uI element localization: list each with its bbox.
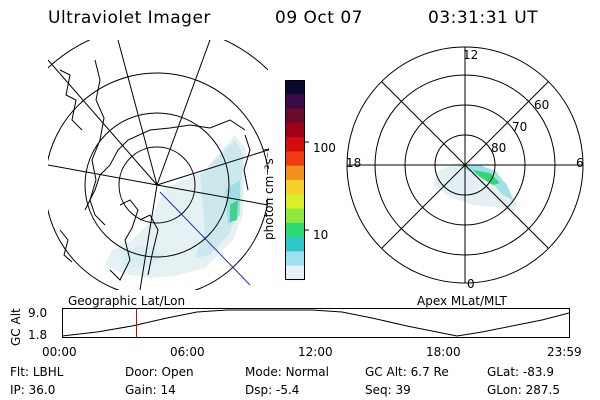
- mlt-label-0: 0: [467, 277, 475, 291]
- colorbar-stripe: [285, 265, 305, 281]
- info-glon: GLon: 287.5: [487, 383, 560, 397]
- timeline-y-tick-high: 9.0: [28, 306, 48, 320]
- mlat-label-80: 80: [491, 141, 507, 155]
- colorbar: [285, 80, 309, 281]
- colorbar-unit-label: photon cm⁻²s⁻¹: [262, 147, 276, 240]
- geographic-caption: Geographic Lat/Lon: [68, 294, 186, 308]
- info-dsp: Dsp: -5.4: [245, 383, 300, 397]
- colorbar-stripe: [285, 94, 305, 110]
- colorbar-stripe: [285, 122, 305, 138]
- colorbar-stripe: [285, 237, 305, 252]
- info-gain: Gain: 14: [125, 383, 176, 397]
- colorbar-stripe: [285, 80, 305, 95]
- info-gc-alt: GC Alt: 6.7 Re: [365, 365, 449, 379]
- timeline-axis-title: GC Alt: [9, 308, 23, 346]
- timeline-x-tick-0000: 00:00: [42, 345, 77, 359]
- colorbar-stripe: [285, 137, 305, 152]
- colorbar-stripe: [285, 165, 305, 181]
- mlt-label-6: 6: [576, 156, 584, 170]
- colorbar-stripe: [285, 194, 305, 210]
- colorbar-stripe: [285, 108, 305, 124]
- colorbar-stripe: [285, 222, 305, 238]
- timeline-plot: [61, 308, 570, 338]
- magnetic-polar-plot: [346, 46, 584, 284]
- mlt-label-18: 18: [346, 156, 362, 170]
- colorbar-stripe: [285, 208, 305, 224]
- mlat-label-60: 60: [534, 98, 550, 112]
- instrument-title: Ultraviolet Imager: [48, 8, 211, 28]
- apex-caption: Apex MLat/MLT: [417, 294, 507, 308]
- mlat-label-70: 70: [512, 120, 528, 134]
- timeline-x-tick-1800: 18:00: [426, 345, 461, 359]
- mlt-label-12: 12: [463, 48, 479, 62]
- timeline-x-tick-1200: 12:00: [298, 345, 333, 359]
- info-glat: GLat: -83.9: [487, 365, 554, 379]
- aurora-emission-left: [105, 135, 246, 278]
- timeline-x-tick-0600: 06:00: [170, 345, 205, 359]
- info-flt: Flt: LBHL: [10, 365, 64, 379]
- info-ip: IP: 36.0: [10, 383, 56, 397]
- time-label: 03:31:31 UT: [428, 8, 539, 28]
- info-seq: Seq: 39: [365, 383, 411, 397]
- colorbar-stripe: [285, 251, 305, 267]
- info-door: Door: Open: [125, 365, 194, 379]
- timeline-y-tick-low: 1.8: [28, 328, 48, 342]
- date-label: 09 Oct 07: [275, 8, 363, 28]
- info-mode: Mode: Normal: [245, 365, 329, 379]
- colorbar-stripe: [285, 180, 305, 195]
- colorbar-tick-100: 100: [313, 141, 336, 155]
- timeline-x-tick-2359: 23:59: [547, 345, 582, 359]
- colorbar-stripe: [285, 151, 305, 167]
- colorbar-tick-10: 10: [313, 228, 329, 242]
